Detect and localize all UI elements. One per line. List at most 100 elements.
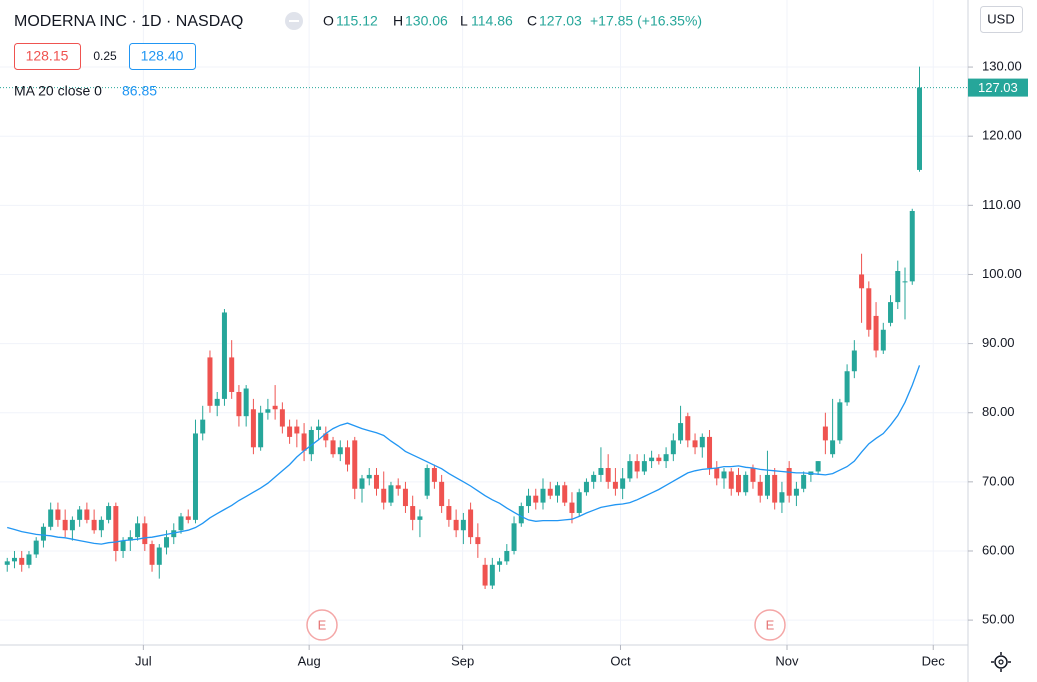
y-tick-label: 70.00 bbox=[982, 473, 1015, 488]
y-tick-label: 120.00 bbox=[982, 128, 1022, 143]
candle-body bbox=[627, 461, 633, 479]
candle-body bbox=[359, 478, 365, 489]
earnings-marker[interactable] bbox=[754, 609, 786, 641]
candle-body bbox=[670, 440, 676, 455]
earnings-label: E bbox=[318, 617, 327, 632]
candle-body bbox=[330, 440, 336, 455]
settings-icon bbox=[994, 655, 1008, 669]
candle-body bbox=[272, 405, 278, 410]
candle-body bbox=[873, 315, 879, 351]
y-tick-label: 130.00 bbox=[982, 58, 1022, 73]
candle-body bbox=[916, 87, 922, 170]
candle-body bbox=[4, 561, 10, 565]
candle-body bbox=[127, 537, 133, 541]
candle-body bbox=[851, 350, 857, 372]
currency-button[interactable] bbox=[980, 6, 1023, 33]
candle-body bbox=[279, 409, 285, 427]
candle-body bbox=[439, 481, 445, 507]
candle-body bbox=[265, 409, 271, 413]
y-tick-label: 80.00 bbox=[982, 404, 1015, 419]
candle-body bbox=[504, 550, 510, 562]
y-tick-label: 110.00 bbox=[982, 197, 1021, 212]
candle-body bbox=[113, 506, 119, 551]
candle-body bbox=[562, 485, 568, 503]
candle-body bbox=[156, 547, 162, 565]
candle-body bbox=[547, 488, 553, 496]
candle-body bbox=[786, 468, 792, 496]
moving-average bbox=[7, 365, 921, 545]
candle-body bbox=[692, 440, 698, 448]
ohlc-letter: L bbox=[460, 13, 468, 29]
candle-body bbox=[837, 402, 843, 441]
sell-button[interactable] bbox=[14, 43, 81, 70]
candle-body bbox=[308, 430, 314, 455]
candle-body bbox=[395, 485, 401, 489]
candle-body bbox=[229, 357, 235, 392]
y-tick-label: 90.00 bbox=[982, 335, 1015, 350]
last-price-box bbox=[968, 78, 1028, 97]
candle-body bbox=[258, 412, 264, 448]
candle-body bbox=[460, 519, 466, 531]
candle-body bbox=[120, 540, 126, 551]
buy-button[interactable] bbox=[129, 43, 196, 70]
candle-body bbox=[779, 492, 785, 503]
candle-body bbox=[880, 329, 886, 351]
candle-body bbox=[337, 447, 343, 455]
y-tick-label: 100.00 bbox=[982, 266, 1022, 281]
candle-body bbox=[888, 302, 894, 323]
x-tick-label: Dec bbox=[922, 653, 946, 668]
candle-body bbox=[757, 481, 763, 496]
candle-body bbox=[106, 506, 112, 520]
ohlc-value: 130.06 bbox=[405, 13, 448, 29]
ohlc-letter: C bbox=[527, 13, 537, 29]
candle-body bbox=[764, 474, 770, 496]
candle-body bbox=[735, 474, 741, 493]
candle-body bbox=[294, 426, 300, 434]
candle-body bbox=[424, 468, 430, 496]
candle-body bbox=[402, 488, 408, 507]
candle-body bbox=[19, 557, 25, 565]
candle-body bbox=[417, 516, 423, 520]
candle-body bbox=[743, 474, 749, 493]
candle-body bbox=[591, 474, 597, 482]
candle-body bbox=[453, 519, 459, 531]
candle-body bbox=[243, 388, 249, 417]
candle-body bbox=[373, 474, 379, 489]
bid-price: 128.15 bbox=[26, 48, 69, 64]
candle-body bbox=[895, 270, 901, 303]
candle-body bbox=[352, 440, 358, 489]
indicator-name[interactable]: MA 20 close 0 bbox=[14, 83, 102, 99]
indicator-value: 86.85 bbox=[122, 83, 157, 99]
symbol-title[interactable]: MODERNA INC · 1D · NASDAQ bbox=[14, 13, 243, 30]
candle-body bbox=[40, 526, 46, 541]
candle-body bbox=[598, 468, 604, 475]
candle-body bbox=[410, 506, 416, 520]
candle-body bbox=[859, 274, 865, 289]
settings-button[interactable] bbox=[991, 652, 1011, 672]
candle-body bbox=[301, 433, 307, 451]
change-value: +17.85 (+16.35%) bbox=[590, 13, 702, 29]
candle-body bbox=[518, 506, 524, 524]
earnings-marker[interactable] bbox=[306, 609, 338, 641]
x-tick-label: Nov bbox=[775, 653, 799, 668]
x-tick-label: Aug bbox=[298, 653, 321, 668]
ohlc-letter: O bbox=[323, 13, 334, 29]
candle-body bbox=[678, 423, 684, 441]
candle-body bbox=[605, 468, 611, 482]
candle-body bbox=[489, 564, 495, 586]
last-price-label: 127.03 bbox=[978, 80, 1018, 95]
candle-body bbox=[656, 457, 662, 462]
candle-body bbox=[214, 398, 220, 406]
y-tick-label: 60.00 bbox=[982, 542, 1015, 557]
candle-body bbox=[909, 210, 915, 282]
candle-body bbox=[866, 288, 872, 330]
candle-body bbox=[707, 436, 713, 469]
candle-body bbox=[554, 485, 560, 496]
candle-body bbox=[236, 391, 242, 417]
candle-body bbox=[699, 436, 705, 448]
candle-body bbox=[815, 461, 821, 472]
candle-body bbox=[497, 561, 503, 565]
candle-body bbox=[48, 509, 54, 527]
